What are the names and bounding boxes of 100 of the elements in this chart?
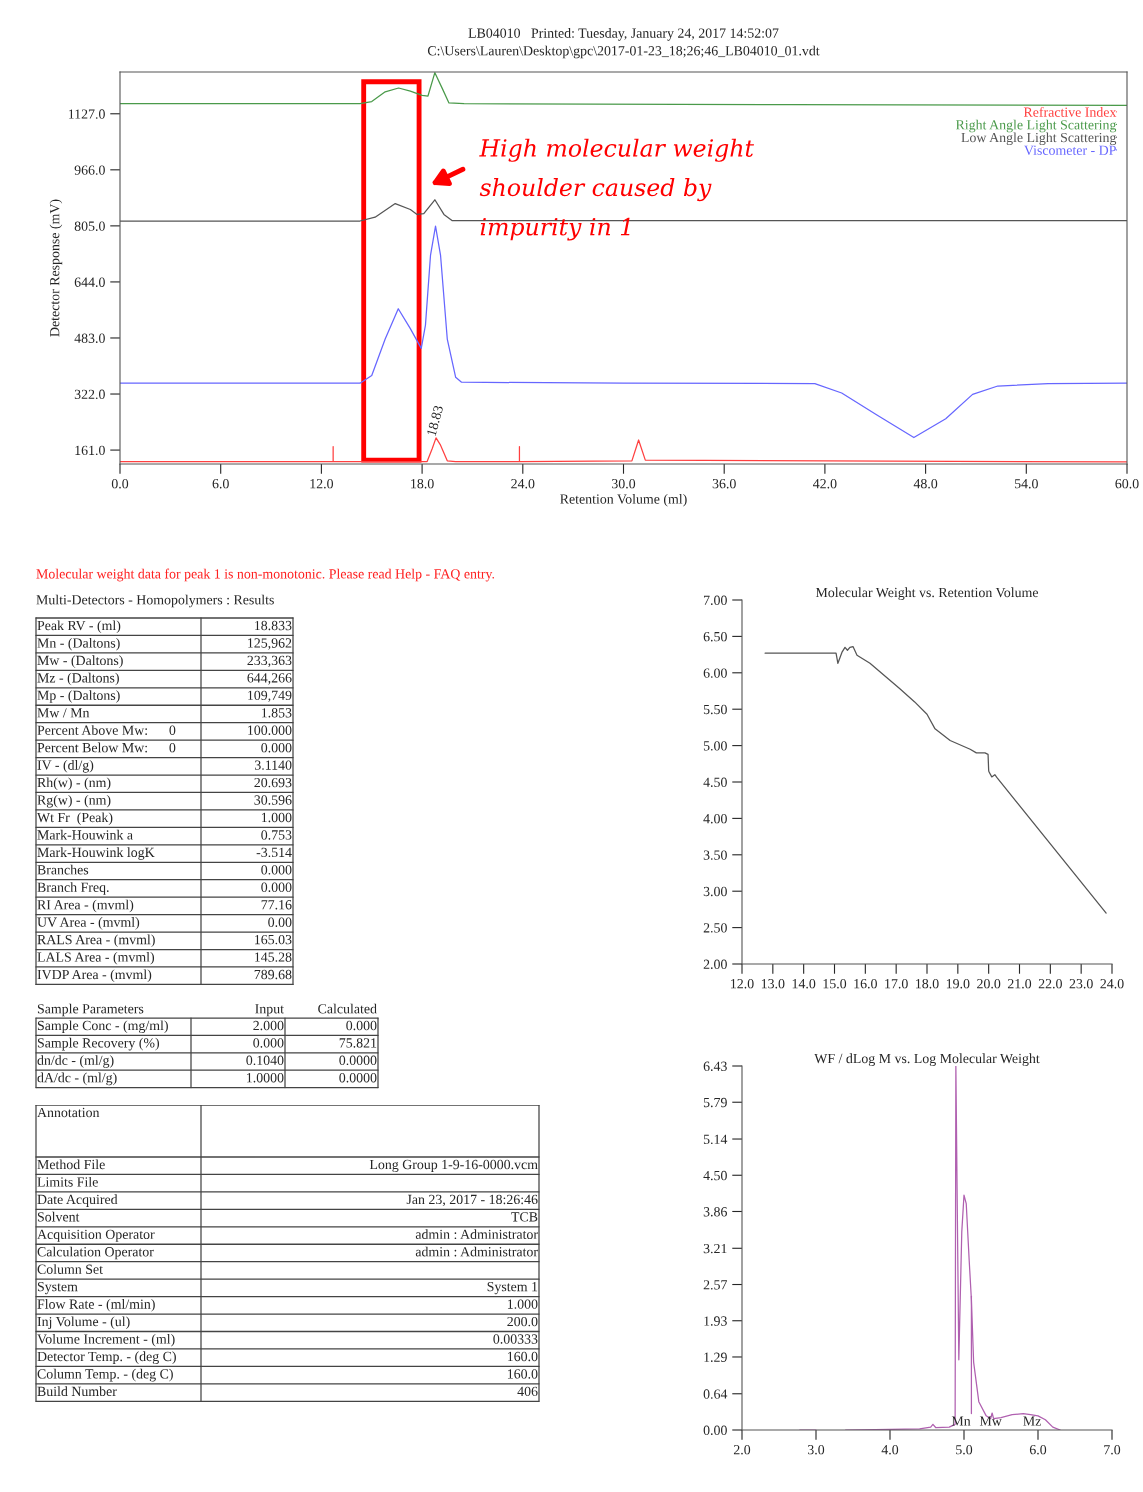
text: RI Area - (mvml) 77.16 [37, 899, 292, 913]
text: Sample Conc - (mg/ml) 2.000 0.000 [37, 1020, 377, 1034]
x-tick-label: 48.0 [913, 478, 938, 489]
x-tick-label: 7.0 [1104, 1444, 1121, 1455]
x-tick-label: 13.0 [761, 978, 785, 989]
text: Solvent TCB [37, 1211, 538, 1222]
y-tick-label: 4.50 [703, 777, 727, 788]
legend-label: Viscometer - DP [1024, 145, 1116, 156]
text: Column Set [37, 1264, 103, 1274]
text: Rh(w) - (nm) 20.693 [37, 777, 292, 791]
y-tick-label: 644.0 [74, 277, 105, 287]
y-tick-label: 0.00 [703, 1425, 727, 1436]
x-tick-label: 20.0 [977, 978, 1001, 989]
text: Method File Long Group 1-9-16-0000.vcm [37, 1159, 538, 1173]
text: Mw / Mn 1.853 [37, 708, 292, 718]
text: RALS Area - (mvml) 165.03 [37, 934, 292, 948]
y-tick-label: 2.50 [703, 923, 727, 933]
text: System System 1 [37, 1281, 538, 1295]
y-tick-label: 6.50 [703, 631, 727, 642]
y-axis-title: Detector Response (mV) [49, 199, 63, 337]
text: Multi-Detectors - Homopolymers : Results [36, 594, 274, 608]
text: Volume Increment - (ml) 0.00333 [37, 1333, 538, 1347]
x-tick-label: 6.0 [1029, 1444, 1047, 1455]
legend-label: Refractive Index [1023, 106, 1117, 117]
x-tick-label: 16.0 [854, 978, 877, 989]
chart-subtitle: C:\Users\Lauren\Desktop\gpc\2017-01-23_18;26;46_LB04010_01.vdt [427, 45, 820, 59]
text: Sample Recovery (%) 0.000 75.821 [37, 1037, 377, 1051]
text: Detector Temp. - (deg C) 160.0 [37, 1351, 538, 1364]
text: Mw - (Daltons) 233,363 [37, 655, 292, 668]
legend-label: Low Angle Light Scattering [961, 132, 1117, 146]
text: IVDP Area - (mvml) 789.68 [37, 969, 292, 983]
x-tick-label: 60.0 [1115, 478, 1139, 489]
y-tick-label: 4.50 [703, 1170, 727, 1181]
x-tick-label: 12.0 [731, 978, 754, 989]
y-tick-label: 3.00 [703, 886, 727, 897]
chart-title: WF / dLog M vs. Log Molecular Weight [814, 1053, 1040, 1066]
text: IV - (dl/g) 3.1140 [37, 760, 292, 773]
y-tick-label: 966.0 [74, 165, 105, 175]
y-tick-label: 483.0 [74, 333, 105, 343]
y-tick-label: 3.21 [703, 1243, 727, 1254]
text: UV Area - (mvml) 0.00 [37, 917, 292, 930]
y-tick-label: 0.64 [703, 1389, 728, 1399]
y-tick-label: 5.50 [703, 704, 727, 715]
text: Mark-Houwink a 0.753 [37, 829, 292, 840]
annotation: 18.83 [426, 405, 444, 436]
y-tick-label: 4.00 [703, 813, 727, 824]
x-tick-label: 18.0 [411, 478, 434, 489]
x-tick-label: 17.0 [885, 978, 908, 989]
x-tick-label: 14.0 [792, 978, 816, 989]
x-tick-label: 36.0 [712, 478, 736, 489]
text: Annotation [37, 1107, 100, 1118]
y-tick-label: 2.57 [703, 1280, 728, 1290]
text: Mz - (Daltons) 644,266 [37, 672, 292, 686]
x-tick-label: 30.0 [612, 478, 636, 489]
text: Mp - (Daltons) 109,749 [37, 690, 292, 703]
chart-title: LB04010 Printed: Tuesday, January 24, 2017 14:52:07 [468, 28, 779, 41]
x-tick-label: 21.0 [1007, 978, 1032, 989]
y-tick-label: 6.43 [703, 1061, 727, 1072]
x-axis-title: Retention Volume (ml) [560, 493, 687, 507]
x-tick-label: 2.0 [733, 1444, 751, 1455]
text: Build Number 406 [37, 1386, 538, 1397]
x-tick-label: 22.0 [1038, 978, 1062, 989]
text: Rg(w) - (nm) 30.596 [37, 794, 292, 808]
text: Percent Below Mw: 0 0.000 [37, 742, 292, 753]
text: Acquisition Operator admin : Administrator [37, 1229, 538, 1242]
text: Flow Rate - (ml/min) 1.000 [37, 1299, 538, 1312]
annotation: Mn [951, 1416, 971, 1426]
x-tick-label: 0.0 [111, 478, 129, 489]
annotation: Mz [1023, 1416, 1041, 1426]
y-tick-label: 5.14 [703, 1134, 728, 1145]
y-tick-label: 1.93 [704, 1316, 727, 1326]
text: Wt Fr (Peak) 1.000 [37, 812, 292, 825]
y-tick-label: 3.86 [703, 1207, 727, 1217]
legend-label: Right Angle Light Scattering [955, 119, 1117, 133]
text: LALS Area - (mvml) 145.28 [37, 951, 292, 965]
annotation: Mw [979, 1416, 1002, 1426]
text: Percent Above Mw: 0 100.000 [37, 725, 292, 735]
y-tick-label: 5.79 [703, 1097, 727, 1108]
text: Inj Volume - (ul) 200.0 [37, 1316, 538, 1330]
text: Branches 0.000 [37, 864, 292, 875]
x-tick-label: 42.0 [813, 478, 837, 489]
text: Mark-Houwink logK -3.514 [37, 847, 292, 860]
x-tick-label: 15.0 [823, 978, 847, 989]
x-tick-label: 24.0 [511, 478, 535, 489]
x-tick-label: 5.0 [956, 1444, 973, 1455]
text: Mn - (Daltons) 125,962 [37, 637, 292, 651]
text: Column Temp. - (deg C) 160.0 [37, 1368, 538, 1382]
y-tick-label: 1127.0 [68, 109, 105, 119]
x-tick-label: 54.0 [1014, 478, 1038, 489]
x-tick-label: 19.0 [946, 978, 970, 989]
text: Calculation Operator admin : Administrator [37, 1246, 538, 1260]
text: dn/dc - (ml/g) 0.1040 0.0000 [37, 1055, 377, 1068]
y-tick-label: 161.0 [75, 445, 105, 456]
x-tick-label: 18.0 [916, 978, 939, 989]
x-tick-label: 4.0 [881, 1444, 899, 1455]
y-tick-label: 3.50 [703, 850, 727, 860]
text: Molecular weight data for peak 1 is non-monotonic. Please read Help - FAQ entry. [36, 568, 495, 582]
y-tick-label: 6.00 [703, 668, 727, 678]
text: Limits File [37, 1176, 98, 1187]
y-tick-label: 7.00 [704, 595, 727, 606]
